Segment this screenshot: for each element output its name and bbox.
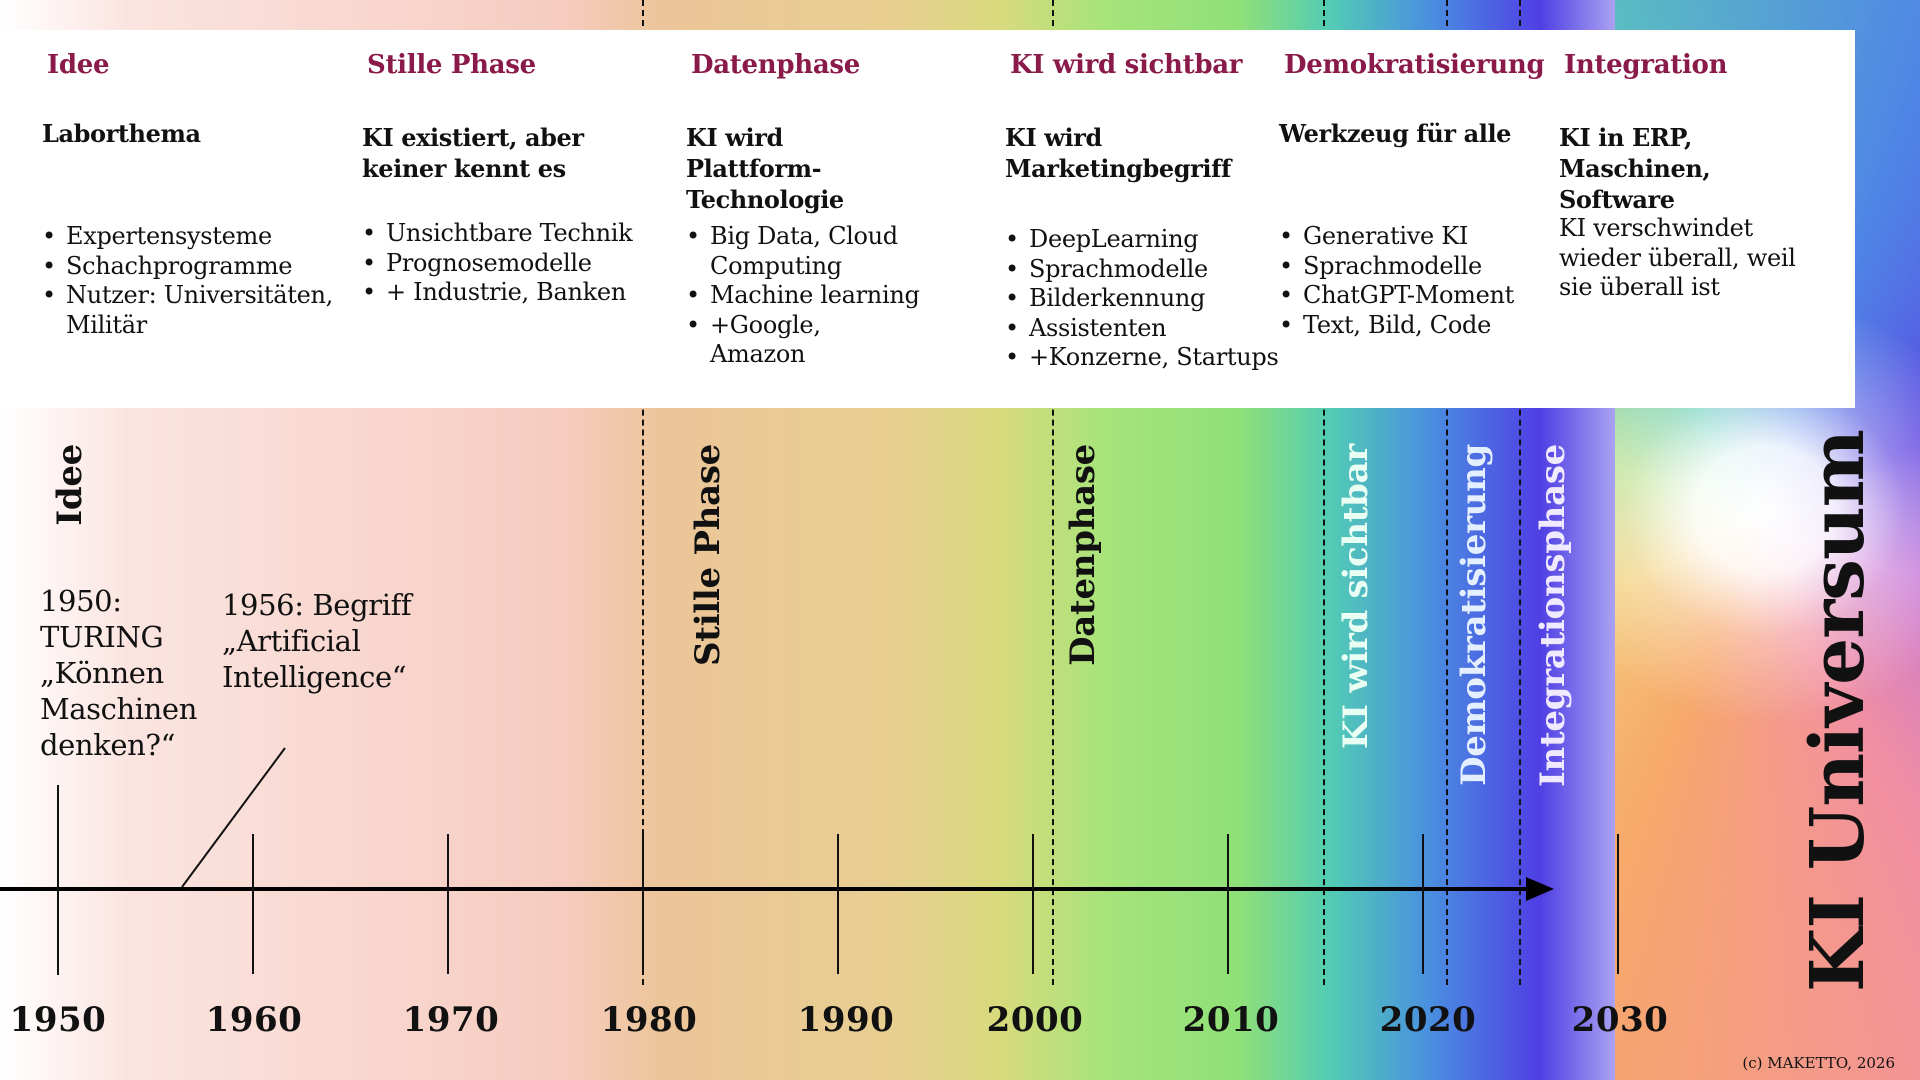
phase-info-panel: Idee Laborthema Expertensysteme Schachpr…: [0, 30, 1855, 408]
phase-label-demokratisierung: Demokratisierung: [1454, 444, 1494, 786]
event-turing: 1950: TURING „Können Maschinen denken?“: [40, 584, 197, 762]
column-title: Stille Phase: [367, 50, 536, 80]
column-subtitle: KI wird Marketingbegriff: [1005, 123, 1231, 183]
column-bullets: Expertensysteme Schachprogramme Nutzer: …: [42, 222, 336, 340]
bullet-item: Big Data, Cloud Computing: [686, 222, 920, 281]
bullet-item: ChatGPT-Moment: [1279, 281, 1553, 311]
year-label-1990: 1990: [797, 1000, 895, 1040]
timeline-axis: [0, 887, 1530, 891]
phase-label-datenphase: Datenphase: [1063, 444, 1103, 666]
year-label-1960: 1960: [205, 1000, 303, 1040]
column-bullets: Big Data, Cloud Computing Machine learni…: [686, 222, 920, 370]
bullet-item: + Industrie, Banken: [362, 278, 676, 308]
tick-1980: [642, 834, 644, 974]
column-title: Idee: [47, 50, 110, 80]
divider-2015: [1323, 0, 1325, 985]
phase-label-integrationsphase: Integrationsphase: [1533, 444, 1573, 788]
column-text: KI verschwindet wieder überall, weil sie…: [1559, 214, 1796, 301]
tick-2010: [1227, 834, 1229, 974]
main-title: KI Universum: [1795, 430, 1881, 992]
tick-1960: [252, 834, 254, 974]
bullet-item: Bilderkennung: [1005, 284, 1289, 314]
tick-1950: [57, 785, 59, 975]
bullet-item: Machine learning: [686, 281, 920, 311]
bullet-item: +Konzerne, Startups: [1005, 343, 1289, 373]
year-label-1980: 1980: [600, 1000, 698, 1040]
column-subtitle: KI wird Plattform-Technologie: [686, 123, 844, 214]
year-label-2020: 2020: [1379, 1000, 1477, 1040]
bullet-item: Schachprogramme: [42, 252, 336, 282]
column-title: Demokratisierung: [1284, 50, 1545, 80]
phase-label-stille-phase: Stille Phase: [688, 444, 728, 666]
bullet-item: Unsichtbare Technik: [362, 219, 676, 249]
tick-2000: [1032, 834, 1034, 974]
year-label-1970: 1970: [402, 1000, 500, 1040]
column-bullets: Generative KI Sprachmodelle ChatGPT-Mome…: [1279, 222, 1553, 340]
bullet-item: Text, Bild, Code: [1279, 311, 1553, 341]
bullet-item: +Google, Amazon: [686, 311, 920, 370]
column-bullets: Unsichtbare Technik Prognosemodelle + In…: [362, 219, 676, 308]
phase-label-ki-wird-sichtbar: KI wird sichtbar: [1336, 444, 1376, 750]
year-label-2030: 2030: [1571, 1000, 1669, 1040]
bullet-item: Assistenten: [1005, 314, 1289, 344]
bullet-item: Sprachmodelle: [1005, 255, 1289, 285]
column-title: KI wird sichtbar: [1010, 50, 1243, 80]
column-subtitle: Laborthema: [42, 119, 201, 148]
timeline-arrowhead: [1526, 877, 1554, 901]
tick-2020: [1422, 834, 1424, 974]
tick-2030: [1617, 834, 1619, 974]
tick-1990: [837, 834, 839, 974]
column-title: Integration: [1564, 50, 1728, 80]
year-label-2000: 2000: [986, 1000, 1084, 1040]
event-ai-term: 1956: Begriff „Artificial Intelligence“: [222, 588, 412, 694]
column-subtitle: KI existiert, aber keiner kennt es: [362, 123, 584, 183]
phase-label-idee: Idee: [50, 444, 90, 526]
column-subtitle: KI in ERP, Maschinen, Software: [1559, 123, 1711, 214]
bullet-item: Expertensysteme: [42, 222, 336, 252]
bullet-item: Prognosemodelle: [362, 249, 676, 279]
column-bullets: DeepLearning Sprachmodelle Bilderkennung…: [1005, 225, 1289, 373]
year-label-1950: 1950: [9, 1000, 107, 1040]
column-subtitle: Werkzeug für alle: [1279, 119, 1512, 148]
copyright-notice: (c) MAKETTO, 2026: [1742, 1054, 1895, 1072]
bullet-item: Sprachmodelle: [1279, 252, 1553, 282]
divider-2025: [1519, 0, 1521, 985]
divider-2001: [1052, 0, 1054, 985]
bullet-item: Generative KI: [1279, 222, 1553, 252]
bullet-item: Nutzer: Universitäten, Militär: [42, 281, 336, 340]
divider-1980: [642, 0, 644, 985]
tick-1970: [447, 834, 449, 974]
year-label-2010: 2010: [1182, 1000, 1280, 1040]
divider-2021: [1446, 0, 1448, 985]
bullet-item: DeepLearning: [1005, 225, 1289, 255]
column-title: Datenphase: [691, 50, 860, 80]
